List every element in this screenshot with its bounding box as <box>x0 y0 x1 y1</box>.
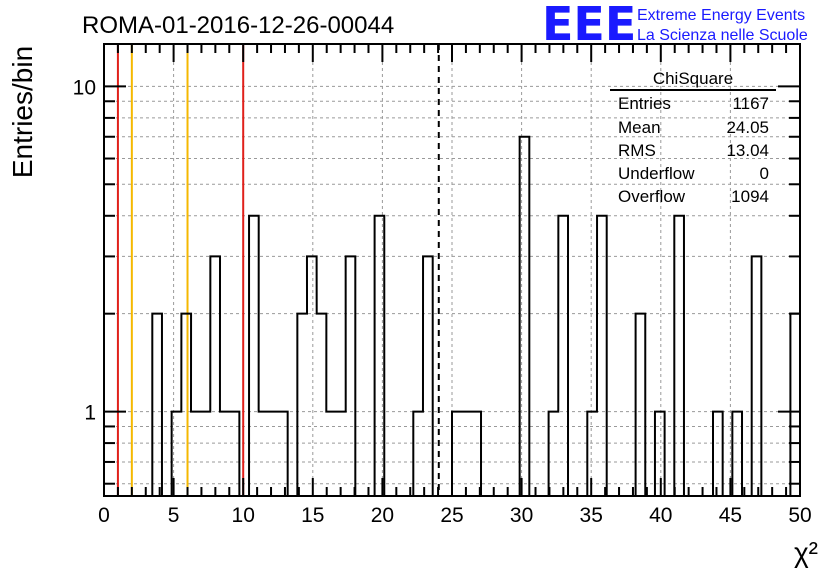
histogram-outline <box>151 135 801 496</box>
axis-ticks <box>103 44 801 496</box>
logo-mark: EEE <box>542 0 636 51</box>
x-axis-title: χ² <box>794 537 818 568</box>
stats-label-entries: Entries <box>618 94 671 113</box>
plot-frame <box>103 43 801 497</box>
x-tick-label: 25 <box>440 504 463 527</box>
stats-label-rms: RMS <box>618 141 656 160</box>
x-tick-label: 0 <box>98 504 110 527</box>
stats-label-underflow: Underflow <box>618 164 695 183</box>
stats-title: ChiSquare <box>653 69 733 88</box>
x-tick-label: 40 <box>649 504 672 527</box>
logo-line2: La Scienza nelle Scuole <box>637 27 808 44</box>
x-tick-label: 15 <box>301 504 324 527</box>
stats-value-rms: 13.04 <box>726 141 769 160</box>
logo-line1: Extreme Energy Events <box>637 7 805 24</box>
x-tick-label: 10 <box>232 504 255 527</box>
stats-label-mean: Mean <box>618 118 661 137</box>
y-axis-title: Entries/bin <box>7 46 38 178</box>
stats-value-underflow: 0 <box>760 164 769 183</box>
y-tick-label: 1 <box>84 402 96 425</box>
y-tick-label: 10 <box>73 76 96 99</box>
chart-title: ROMA-01-2016-12-26-00044 <box>82 12 394 39</box>
stats-value-overflow: 1094 <box>731 187 769 206</box>
x-tick-label: 5 <box>168 504 180 527</box>
stats-box: ChiSquare Entries 1167 Mean 24.05 RMS 13… <box>610 69 776 206</box>
stats-label-overflow: Overflow <box>618 187 686 206</box>
eee-logo: EEE Extreme Energy Events La Scienza nel… <box>542 0 808 51</box>
x-tick-label: 35 <box>580 504 603 527</box>
reference-lines <box>116 44 440 496</box>
axis-tick-labels: 0 5 10 15 20 25 30 35 40 45 50 1 10 <box>73 76 812 527</box>
x-tick-label: 45 <box>719 504 742 527</box>
stats-value-entries: 1167 <box>732 94 769 113</box>
stats-value-mean: 24.05 <box>726 118 769 137</box>
x-tick-label: 50 <box>788 504 811 527</box>
x-tick-label: 20 <box>371 504 394 527</box>
x-tick-label: 30 <box>510 504 533 527</box>
